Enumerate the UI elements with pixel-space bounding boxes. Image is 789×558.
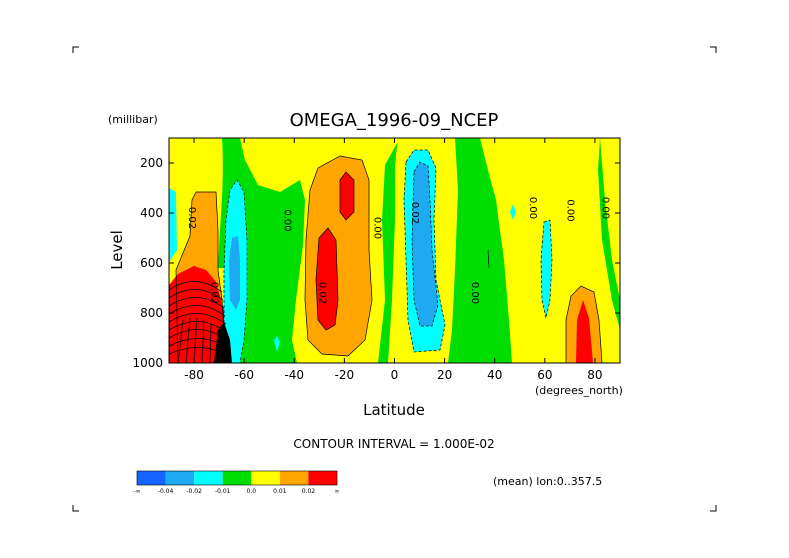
y-tick-label: 600 [140,256,163,270]
contour-label: 0.00 [281,209,292,231]
colorbar-label: -∞ [133,488,140,495]
contour-label: 0.00 [371,217,382,239]
red-region-subtropic-upper [340,172,354,220]
contour-interval-label: CONTOUR INTERVAL = 1.000E-02 [293,437,494,451]
yellow-region-ne [600,138,620,300]
mean-longitude-note: (mean) lon:0..357.5 [493,475,602,488]
cyan-spot-south [274,336,280,352]
x-tick-label: -60 [234,368,254,382]
y-tick-label: 400 [140,206,163,220]
red-region-west [169,266,229,363]
colorbar-swatch [165,471,195,485]
blue-regions [229,162,438,326]
contour-outlines [175,155,603,363]
colorbar-frame [136,470,338,486]
colorbar-label: -0.04 [158,488,174,495]
x-units-label: (degrees_north) [535,384,623,397]
contour-label: 0.00 [564,199,575,221]
colorbar-swatch [222,471,252,485]
colorbar-label: ∞ [335,488,340,495]
colorbar-swatch [279,471,309,485]
x-tick-label: -80 [184,368,204,382]
x-tick-label: 60 [537,368,552,382]
chart-title: OMEGA_1996-09_NCEP [290,110,499,131]
y-axis: 1000 800 600 400 200 [132,156,620,370]
x-tick-label: -20 [335,368,355,382]
contour-label: 0.00 [469,282,480,304]
contour-label: 0.02 [316,282,327,304]
plot-area: 0.02 0.02 0.00 0.02 0.00 0.02 0.00 0.00 0.00 0.00 [169,138,620,363]
x-tick-label: 20 [437,368,452,382]
y-tick-label: 200 [140,156,163,170]
colorbar-label: 0.01 [273,488,287,495]
x-tick-label: 0 [391,368,399,382]
y-axis-title: Level [108,230,126,270]
y-units-label: (millibar) [108,113,158,126]
red-regions [169,172,593,363]
x-tick-label: 80 [587,368,602,382]
orange-region-subtropic [305,156,372,356]
contour-label: 0.00 [527,197,538,219]
red-region-subtropic-lower [316,228,338,330]
cyan-region-sw [169,188,177,262]
x-tick-label: -40 [284,368,304,382]
contour-label: 0.00 [599,197,610,219]
x-axis: -80 -60 -40 -20 0 20 40 60 80 [184,138,603,382]
colorbar-swatch [137,471,166,485]
colorbar-label: 0.0 [247,488,257,495]
negative-contour-outlines [221,149,553,363]
colorbar-swatch [194,471,223,485]
contour-label: 0.02 [209,282,220,304]
y-tick-label: 800 [140,306,163,320]
colorbar-swatch [308,471,337,485]
x-axis-title: Latitude [363,401,425,419]
colorbar-swatch [251,471,280,485]
colorbar-label: -0.02 [186,488,202,495]
contour-label: 0.02 [186,207,197,229]
colorbar-label: 0.02 [302,488,316,495]
red-region-north [576,300,593,363]
cyan-spot [510,204,516,220]
cyan-region-mid [541,220,552,318]
crop-marks [72,46,717,512]
blue-region-tropic [412,162,438,326]
x-tick-label: 40 [487,368,502,382]
contour-labels: 0.02 0.02 0.00 0.02 0.00 0.02 0.00 0.00 0.00 0.00 [186,197,610,304]
contour-label: 0.02 [409,202,420,224]
blue-region-west [229,236,240,310]
colorbar: -∞ -0.04 -0.02 -0.01 0.0 0.01 0.02 ∞ [133,470,340,495]
y-tick-label: 1000 [132,356,163,370]
colorbar-label: -0.01 [215,488,231,495]
